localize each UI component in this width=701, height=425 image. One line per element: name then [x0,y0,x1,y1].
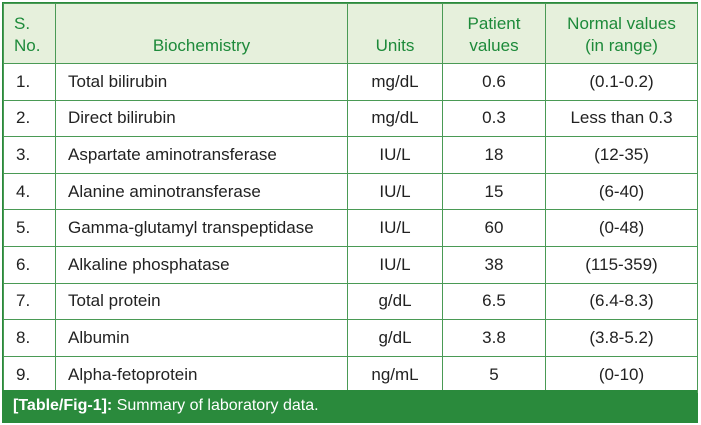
table-row: 8. Albumin g/dL 3.8 (3.8-5.2) [3,319,698,357]
row-patient-value: 3.8 [442,319,546,357]
row-normal-range: (6-40) [545,172,698,211]
row-normal-range: (0-10) [545,355,698,394]
row-unit: g/dL [347,319,443,357]
header-patient-line1: Patient [467,14,521,33]
row-biochemistry: Direct bilirubin [55,99,348,138]
row-sno: 3. [3,136,56,174]
row-sno: 9. [3,355,56,394]
table-row: 5. Gamma-glutamyl transpeptidase IU/L 60 (0-… [3,209,698,247]
row-sno: 1. [3,63,56,101]
row-unit: IU/L [347,245,443,284]
row-patient-value: 60 [442,209,546,247]
row-unit: mg/dL [347,63,443,101]
table-header-row: S. No. Biochemistry Units Patient values… [3,3,698,64]
table-row: 9. Alpha-fetoprotein ng/mL 5 (0-10) [3,355,698,394]
row-normal-range: (0.1-0.2) [545,63,698,101]
row-patient-value: 0.3 [442,99,546,138]
row-sno: 7. [3,282,56,321]
row-biochemistry: Total bilirubin [55,63,348,101]
row-biochemistry: Albumin [55,319,348,357]
row-sno: 6. [3,245,56,284]
row-patient-value: 6.5 [442,282,546,321]
row-unit: g/dL [347,282,443,321]
row-unit: mg/dL [347,99,443,138]
row-biochemistry: Total protein [55,282,348,321]
caption-label: [Table/Fig-1]: [13,397,113,414]
row-normal-range: (12-35) [545,136,698,174]
row-biochemistry: Gamma-glutamyl transpeptidase [55,209,348,247]
row-unit: IU/L [347,172,443,211]
table-row: 1. Total bilirubin mg/dL 0.6 (0.1-0.2) [3,63,698,101]
table-row: 4. Alanine aminotransferase IU/L 15 (6-40) [3,172,698,211]
row-normal-range: (6.4-8.3) [545,282,698,321]
row-sno: 4. [3,172,56,211]
row-sno: 8. [3,319,56,357]
row-patient-value: 38 [442,245,546,284]
row-normal-range: Less than 0.3 [545,99,698,138]
row-normal-range: (115-359) [545,245,698,284]
lab-data-table: S. No. Biochemistry Units Patient values… [3,3,698,394]
header-biochemistry: Biochemistry [55,3,348,64]
row-unit: IU/L [347,209,443,247]
row-unit: IU/L [347,136,443,174]
row-unit: ng/mL [347,355,443,394]
table-row: 3. Aspartate aminotransferase IU/L 18 (12-35… [3,136,698,174]
header-sno: S. No. [3,3,56,64]
row-normal-range: (0-48) [545,209,698,247]
row-patient-value: 0.6 [442,63,546,101]
header-normal-line1: Normal values [567,14,676,33]
row-normal-range: (3.8-5.2) [545,319,698,357]
row-biochemistry: Aspartate aminotransferase [55,136,348,174]
header-patient-values: Patient values [442,3,546,64]
header-patient-line2: values [469,36,519,55]
table-row: 2. Direct bilirubin mg/dL 0.3 Less than 0.3 [3,99,698,138]
row-biochemistry: Alanine aminotransferase [55,172,348,211]
header-sno-line1: S. [14,14,31,33]
header-units: Units [347,3,443,64]
header-normal-line2: (in range) [585,36,658,55]
row-patient-value: 5 [442,355,546,394]
figure-caption: [Table/Fig-1]: Summary of laboratory dat… [3,390,697,422]
row-biochemistry: Alpha-fetoprotein [55,355,348,394]
row-biochemistry: Alkaline phosphatase [55,245,348,284]
caption-text: Summary of laboratory data. [112,397,319,414]
header-normal-values: Normal values (in range) [545,3,698,64]
header-sno-line2: No. [14,36,41,55]
table-row: 7. Total protein g/dL 6.5 (6.4-8.3) [3,282,698,321]
row-sno: 5. [3,209,56,247]
table-row: 6. Alkaline phosphatase IU/L 38 (115-359) [3,245,698,284]
row-sno: 2. [3,99,56,138]
row-patient-value: 18 [442,136,546,174]
row-patient-value: 15 [442,172,546,211]
